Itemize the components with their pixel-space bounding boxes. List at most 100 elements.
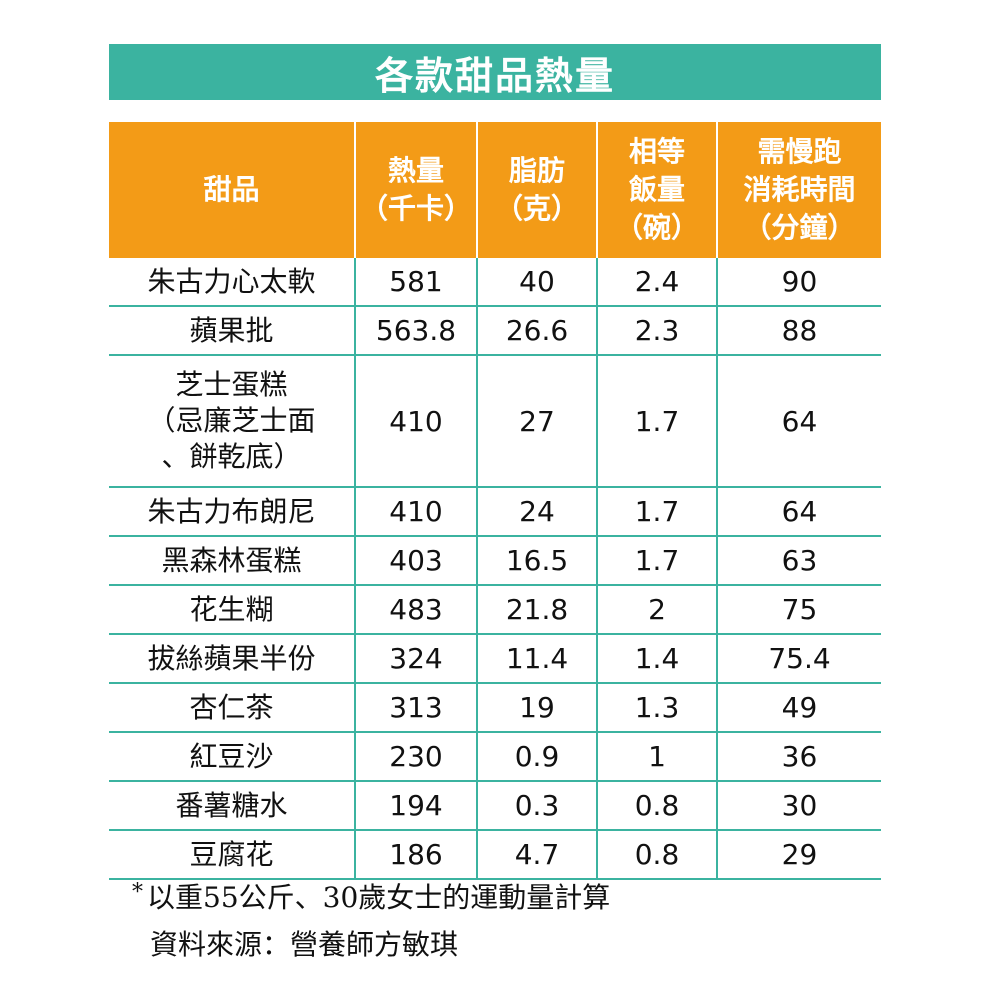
- column-header-4: 需慢跑 消耗時間 （分鐘）: [716, 122, 881, 258]
- dessert-name-cell: 杏仁茶: [109, 683, 355, 733]
- value-cell: 2.3: [596, 306, 717, 356]
- value-cell: 49: [716, 683, 881, 733]
- column-header-line: （千卡）: [359, 192, 472, 225]
- table-row: 蘋果批 563.8 26.6 2.3 88: [109, 306, 881, 356]
- table-row: 紅豆沙 230 0.9 1 36: [109, 732, 881, 782]
- dessert-name-cell: 朱古力心太軟: [109, 258, 355, 307]
- calorie-table: 甜品 熱量 （千卡） 脂肪 （克） 相等 飯量 （碗） 需慢跑 消耗時間 （分鐘） 朱古力心太軟 58…: [109, 122, 881, 880]
- dessert-name-cell: 蘋果批: [109, 306, 355, 356]
- value-cell: 0.3: [476, 781, 597, 831]
- value-cell: 1.3: [596, 683, 717, 733]
- table-row: 豆腐花 186 4.7 0.8 29: [109, 830, 881, 880]
- column-header-line: 甜品: [203, 173, 260, 206]
- dessert-name-cell: 朱古力布朗尼: [109, 487, 355, 537]
- value-cell: 24: [476, 487, 597, 537]
- footnote-text: 以重55公斤、30歲女士的運動量計算: [147, 881, 611, 914]
- value-cell: 2.4: [596, 258, 717, 307]
- value-cell: 36: [716, 732, 881, 782]
- column-header-0: 甜品: [109, 122, 356, 258]
- value-cell: 563.8: [354, 306, 477, 356]
- value-cell: 75: [716, 585, 881, 635]
- table-header: 甜品 熱量 （千卡） 脂肪 （克） 相等 飯量 （碗） 需慢跑 消耗時間 （分鐘）: [109, 122, 881, 258]
- table-row: 番薯糖水 194 0.3 0.8 30: [109, 781, 881, 831]
- value-cell: 313: [354, 683, 477, 733]
- value-cell: 64: [716, 355, 881, 488]
- value-cell: 27: [476, 355, 597, 488]
- value-cell: 403: [354, 536, 477, 586]
- value-cell: 2: [596, 585, 717, 635]
- source-note: 資料來源：營養師方敏琪: [150, 928, 459, 961]
- table-row: 黑森林蛋糕 403 16.5 1.7 63: [109, 536, 881, 586]
- table-title: 各款甜品熱量: [109, 44, 881, 100]
- dessert-name-cell: 黑森林蛋糕: [109, 536, 355, 586]
- value-cell: 63: [716, 536, 881, 586]
- dessert-name: 朱古力心太軟: [147, 264, 316, 298]
- value-cell: 1.7: [596, 536, 717, 586]
- column-header-3: 相等飯量 （碗）: [596, 122, 718, 258]
- table-row: 拔絲蘋果半份 324 11.4 1.4 75.4: [109, 634, 881, 684]
- value-cell: 0.9: [476, 732, 597, 782]
- column-header-line: 脂肪: [508, 154, 565, 187]
- dessert-name: 朱古力布朗尼: [147, 494, 316, 528]
- column-header-line: 消耗時間: [743, 173, 856, 206]
- dessert-name: 芝士蛋糕: [175, 368, 288, 401]
- value-cell: 29: [716, 830, 881, 880]
- value-cell: 324: [354, 634, 477, 684]
- dessert-name-cell: 豆腐花: [109, 830, 355, 880]
- value-cell: 21.8: [476, 585, 597, 635]
- table-row: 杏仁茶 313 19 1.3 49: [109, 683, 881, 733]
- column-header-line: （碗）: [614, 211, 699, 244]
- value-cell: 11.4: [476, 634, 597, 684]
- dessert-name-cell: 花生糊: [109, 585, 355, 635]
- value-cell: 30: [716, 781, 881, 831]
- value-cell: 90: [716, 258, 881, 307]
- dessert-name: 、餅乾底）: [161, 440, 302, 473]
- column-header-line: 熱量: [387, 154, 444, 187]
- table-body: 朱古力心太軟 581 40 2.4 90 蘋果批 563.8 26.6 2.3 88 芝士蛋糕 （忌廉…: [109, 258, 881, 880]
- dessert-name-cell: 拔絲蘋果半份: [109, 634, 355, 684]
- footnote: * 以重55公斤、30歲女士的運動量計算 資料來源：營養師方敏琪: [132, 876, 610, 967]
- dessert-name-cell: 紅豆沙: [109, 732, 355, 782]
- column-header-line: 相等: [628, 135, 685, 168]
- value-cell: 0.8: [596, 781, 717, 831]
- column-header-1: 熱量 （千卡）: [354, 122, 478, 258]
- header-row: 甜品 熱量 （千卡） 脂肪 （克） 相等 飯量 （碗） 需慢跑 消耗時間 （分鐘）: [109, 122, 881, 258]
- value-cell: 1.7: [596, 355, 717, 488]
- value-cell: 483: [354, 585, 477, 635]
- value-cell: 40: [476, 258, 597, 307]
- value-cell: 88: [716, 306, 881, 356]
- column-header-line: 需慢跑: [757, 135, 842, 168]
- value-cell: 186: [354, 830, 477, 880]
- value-cell: 581: [354, 258, 477, 307]
- table-row: 朱古力布朗尼 410 24 1.7 64: [109, 487, 881, 537]
- table-row: 芝士蛋糕 （忌廉芝士面 、餅乾底） 410 27 1.7 64: [109, 355, 881, 488]
- value-cell: 75.4: [716, 634, 881, 684]
- column-header-line: 飯量: [628, 173, 685, 206]
- dessert-name: 豆腐花: [189, 837, 274, 871]
- dessert-name: 番薯糖水: [175, 788, 288, 822]
- value-cell: 1.4: [596, 634, 717, 684]
- footnote-marker: *: [132, 880, 143, 905]
- dessert-name-cell: 番薯糖水: [109, 781, 355, 831]
- value-cell: 64: [716, 487, 881, 537]
- dessert-name: 杏仁茶: [189, 690, 274, 724]
- dessert-name: 蘋果批: [189, 313, 274, 347]
- dessert-name: 紅豆沙: [189, 739, 274, 773]
- column-header-line: （克）: [494, 192, 579, 225]
- value-cell: 16.5: [476, 536, 597, 586]
- column-header-2: 脂肪 （克）: [476, 122, 598, 258]
- table-row: 花生糊 483 21.8 2 75: [109, 585, 881, 635]
- dessert-name: 拔絲蘋果半份: [147, 641, 316, 675]
- value-cell: 0.8: [596, 830, 717, 880]
- table-row: 朱古力心太軟 581 40 2.4 90: [109, 258, 881, 307]
- value-cell: 410: [354, 355, 477, 488]
- value-cell: 26.6: [476, 306, 597, 356]
- value-cell: 19: [476, 683, 597, 733]
- value-cell: 4.7: [476, 830, 597, 880]
- dessert-name: （忌廉芝士面: [147, 404, 316, 437]
- dessert-name-cell: 芝士蛋糕 （忌廉芝士面 、餅乾底）: [109, 355, 355, 488]
- value-cell: 230: [354, 732, 477, 782]
- dessert-name: 黑森林蛋糕: [161, 543, 302, 577]
- value-cell: 1: [596, 732, 717, 782]
- value-cell: 194: [354, 781, 477, 831]
